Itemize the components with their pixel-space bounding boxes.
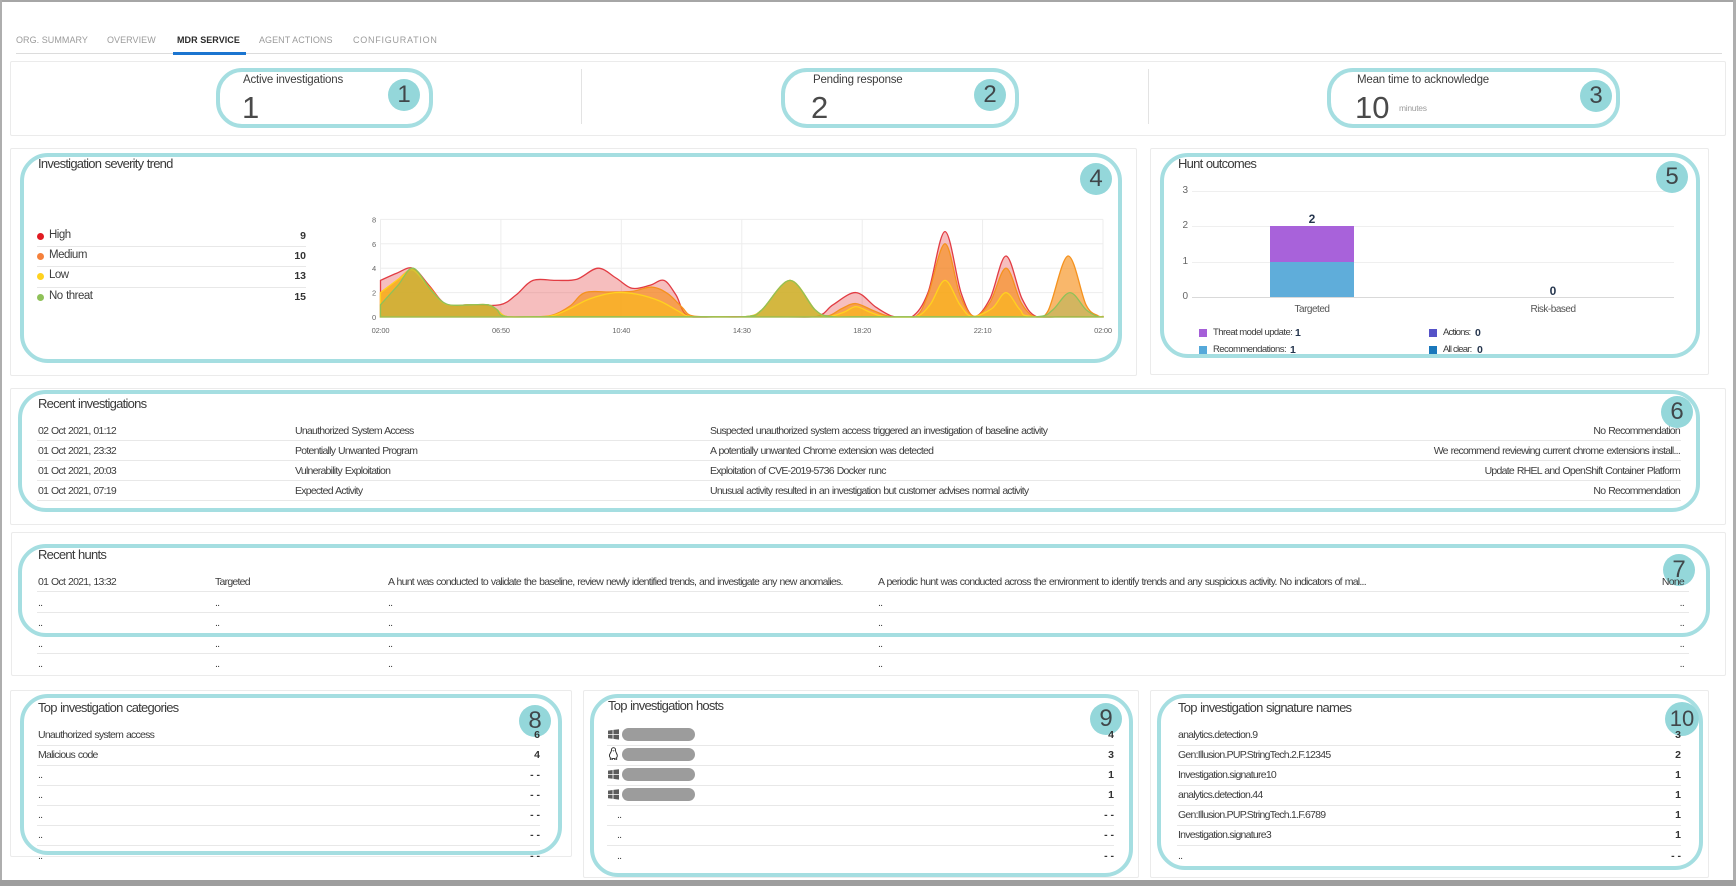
svg-text:4: 4 (372, 264, 376, 273)
svg-text:22:10: 22:10 (974, 326, 992, 335)
svg-text:14:30: 14:30 (733, 326, 751, 335)
svg-text:10:40: 10:40 (612, 326, 630, 335)
svg-text:18:20: 18:20 (853, 326, 871, 335)
svg-text:2: 2 (372, 289, 376, 298)
svg-text:0: 0 (372, 313, 376, 322)
svg-text:06:50: 06:50 (492, 326, 510, 335)
svg-text:6: 6 (372, 240, 376, 249)
svg-text:8: 8 (372, 215, 376, 224)
svg-text:02:00: 02:00 (1094, 326, 1112, 335)
svg-text:02:00: 02:00 (372, 326, 390, 335)
